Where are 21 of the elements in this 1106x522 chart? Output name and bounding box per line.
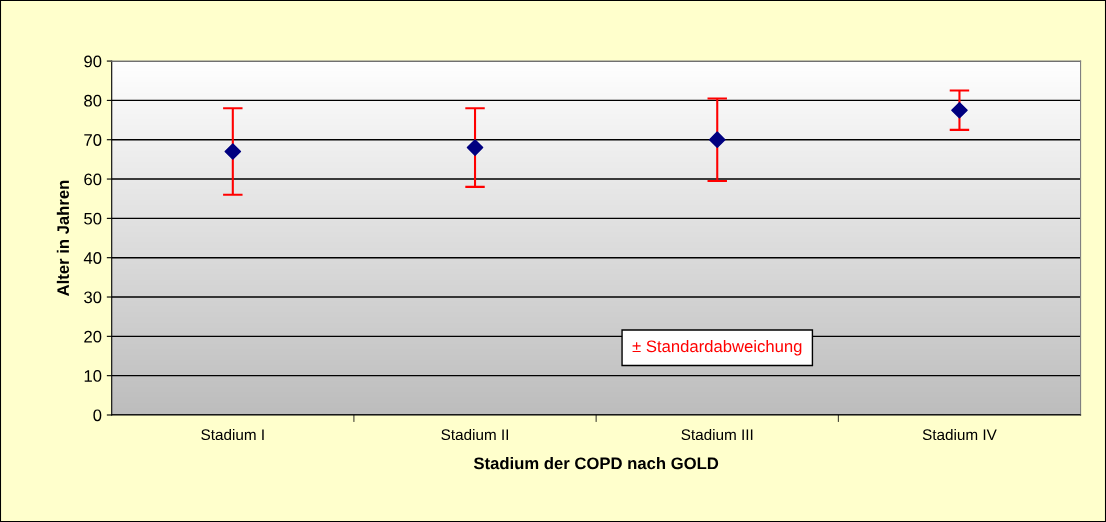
y-tick-label: 90 [84, 55, 102, 68]
x-tick-label: Stadium II [441, 428, 509, 441]
y-tick-label: 20 [84, 330, 102, 343]
y-axis-title: Alter in Jahren [56, 180, 70, 296]
point [224, 143, 242, 160]
y-tick-label: 60 [84, 173, 102, 186]
point [466, 139, 484, 156]
point [951, 101, 968, 119]
x-axis-title: Stadium der COPD nach GOLD [473, 457, 719, 470]
x-tick-label: Stadium III [681, 428, 753, 441]
x-tick-label: Stadium IV [922, 428, 997, 441]
y-tick-label: 50 [84, 212, 102, 225]
y-tick-label: 40 [83, 252, 102, 264]
y-tick-label: 30 [84, 291, 102, 304]
y-tick-label: 70 [84, 134, 102, 146]
y-tick-label: 10 [84, 370, 102, 382]
point [708, 131, 726, 149]
annotation: ± Standardabweichung [632, 339, 802, 356]
x-tick-label: Stadium I [201, 428, 264, 441]
y-tick-label: 0 [93, 409, 102, 422]
y-tick-label: 80 [84, 94, 102, 107]
